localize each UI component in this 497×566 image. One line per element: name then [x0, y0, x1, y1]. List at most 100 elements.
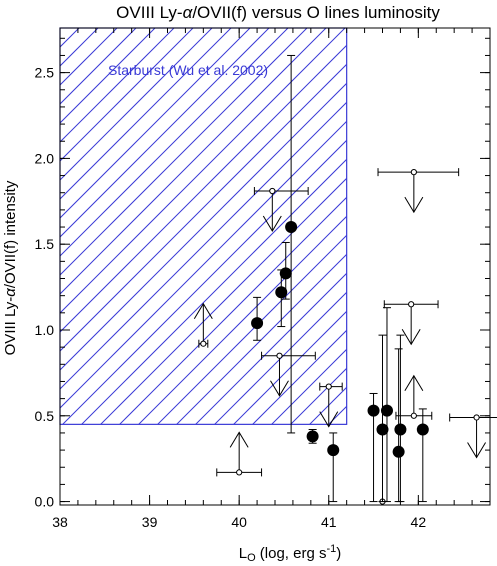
region-hatch [60, 28, 497, 425]
x-tick-label: 38 [52, 514, 68, 530]
region-hatch-line [348, 28, 497, 424]
limit-arrow-head [404, 374, 424, 392]
limit-arrow-head [270, 380, 289, 397]
data-point-limit [193, 302, 213, 348]
region-hatch-line [100, 177, 347, 425]
data-point-limit [253, 187, 309, 232]
region-hatch-line [60, 28, 327, 295]
data-point-filled [367, 392, 380, 503]
x-axis-label-rest: (log, erg s [256, 545, 327, 562]
data-point-limit [261, 351, 316, 397]
y-tick-label: 2.5 [35, 65, 55, 81]
region-hatch-line [214, 291, 347, 425]
y-tick-label: 1.0 [35, 322, 55, 338]
region-hatch-line [233, 310, 347, 425]
region-hatch-line [252, 329, 347, 425]
region-hatch-line [60, 28, 308, 276]
y-axis-ticks: 0.0 0.5 1.0 1.5 2.0 2.5 [35, 37, 490, 510]
marker-filled [275, 286, 288, 299]
region-hatch-line [60, 44, 347, 333]
open-points [193, 168, 497, 505]
marker-filled [380, 404, 393, 417]
y-axis-label-part-2: /OVII(f) intensity [2, 180, 19, 288]
x-axis-label: LO (log, erg s-1) [239, 543, 342, 564]
region-hatch-line [119, 196, 347, 425]
data-point-filled [279, 241, 292, 300]
data-point-limit [395, 374, 433, 420]
region-hatch-line [176, 253, 347, 425]
data-point-limit [319, 382, 343, 428]
region-label: Starburst (Wu et al. 2002) [108, 62, 268, 78]
marker-filled [376, 423, 389, 436]
marker-filled [416, 423, 429, 436]
region-hatch-line [60, 28, 232, 200]
y-tick-label: 1.5 [35, 236, 55, 252]
limit-arrow-head [404, 196, 424, 214]
region-hatch-line [60, 28, 346, 314]
chart-title-alpha: α [183, 3, 194, 22]
x-tick-label: 40 [231, 514, 247, 530]
region-hatch-line [138, 215, 347, 425]
chart-title-part-1: OVIII Ly- [116, 3, 182, 22]
region-hatch-line [157, 234, 347, 425]
region-hatch-line [60, 63, 347, 352]
region-hatch-line [60, 82, 347, 371]
filled-points [251, 54, 429, 503]
data-point-filled [327, 432, 340, 503]
x-axis-label-sup: -1 [327, 543, 337, 555]
y-axis-label-part-1: OVIII Ly- [2, 297, 19, 356]
y-axis-label: OVIII Ly-α/OVII(f) intensity [2, 180, 19, 355]
marker-filled [367, 404, 380, 417]
region-hatch-line [60, 101, 347, 390]
marker-open [473, 414, 480, 421]
region-hatch-line [60, 28, 251, 219]
x-axis-label-end: ) [336, 545, 341, 562]
data-point-filled [251, 296, 264, 341]
data-point-limit [216, 431, 263, 477]
marker-open [410, 169, 417, 176]
region-hatch-line [290, 367, 347, 425]
region-hatch-line [60, 28, 156, 124]
region-hatch-line [60, 28, 270, 238]
x-tick-label: 41 [321, 514, 337, 530]
region-hatch-line [271, 348, 347, 425]
limit-arrow-head [262, 215, 282, 232]
x-tick-label: 42 [411, 514, 427, 530]
marker-filled [279, 267, 292, 280]
marker-open [236, 469, 243, 476]
y-tick-label: 0.0 [35, 494, 55, 510]
region-hatch-line [60, 120, 347, 409]
data-point-limit [377, 168, 460, 214]
region-hatch-line [367, 28, 497, 424]
y-axis-label-alpha: α [2, 288, 19, 297]
limit-arrow-head [401, 328, 421, 346]
region-hatch-line [62, 139, 347, 425]
marker-open [408, 301, 415, 308]
marker-filled [285, 221, 298, 234]
marker-filled [251, 317, 264, 330]
data-point-filled [306, 429, 319, 444]
marker-filled [327, 444, 340, 457]
limit-arrow-head [319, 411, 339, 428]
marker-open [410, 412, 417, 419]
region-hatch-line [309, 386, 347, 425]
starburst-region [59, 27, 497, 425]
region-hatch-line [81, 158, 347, 425]
limit-arrow-head [193, 302, 213, 319]
limit-arrow-head [467, 442, 486, 459]
marker-filled [394, 423, 407, 436]
data-point-filled [416, 408, 429, 503]
marker-filled [392, 445, 405, 458]
region-hatch-line [60, 28, 175, 143]
marker-open [200, 340, 207, 347]
data-point-limit [449, 413, 497, 459]
marker-open [269, 187, 276, 195]
y-tick-label: 2.0 [35, 150, 55, 166]
region-hatch-line [60, 28, 137, 105]
data-point-filled [392, 348, 405, 503]
data-point-filled [285, 54, 298, 434]
data-point-filled [380, 307, 393, 503]
marker-open [325, 383, 332, 390]
region-hatch-line [60, 28, 194, 162]
